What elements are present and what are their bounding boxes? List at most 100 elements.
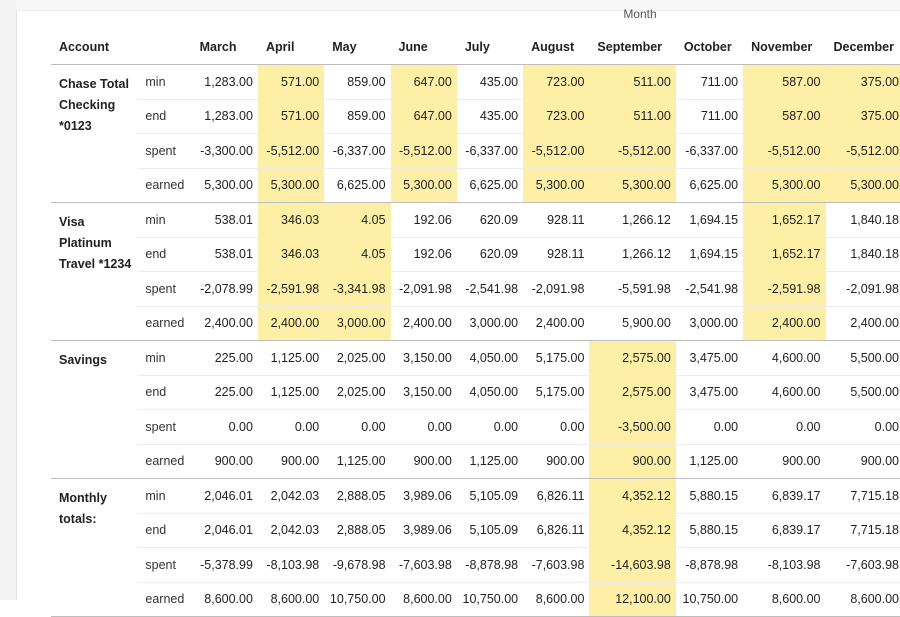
- metric-label-cell: spent: [137, 410, 191, 445]
- value-cell: 5,500.00: [826, 341, 900, 376]
- value-cell: 192.06: [391, 237, 457, 272]
- value-cell: 2,046.01: [192, 513, 258, 548]
- value-cell: 711.00: [676, 99, 743, 134]
- value-cell: 0.00: [826, 410, 900, 445]
- value-cell: 1,694.15: [676, 203, 743, 238]
- value-cell: -8,878.98: [676, 548, 743, 583]
- value-cell: -5,512.00: [523, 134, 589, 169]
- metric-label-cell: spent: [137, 134, 191, 169]
- value-cell: 0.00: [258, 410, 324, 445]
- value-cell: -5,512.00: [826, 134, 900, 169]
- value-cell: 3,000.00: [324, 306, 390, 341]
- month-column-header: November: [743, 29, 825, 65]
- value-cell: 4.05: [324, 203, 390, 238]
- value-cell: 1,125.00: [676, 444, 743, 479]
- value-cell: 1,840.18: [826, 203, 900, 238]
- value-cell: 2,400.00: [391, 306, 457, 341]
- metric-label-cell: earned: [137, 168, 191, 203]
- value-cell: -2,591.98: [743, 272, 825, 307]
- value-cell: -7,603.98: [523, 548, 589, 583]
- value-cell: -14,603.98: [589, 548, 675, 583]
- value-cell: 587.00: [743, 99, 825, 134]
- top-strip: [16, 0, 900, 11]
- value-cell: 5,300.00: [743, 168, 825, 203]
- value-cell: -7,603.98: [391, 548, 457, 583]
- value-cell: 3,989.06: [391, 513, 457, 548]
- value-cell: 346.03: [258, 237, 324, 272]
- table-header-row: Account March April May June July August…: [51, 29, 900, 65]
- value-cell: 538.01: [192, 203, 258, 238]
- value-cell: 928.11: [523, 237, 589, 272]
- metric-label-cell: min: [137, 203, 191, 238]
- value-cell: -8,103.98: [258, 548, 324, 583]
- metric-label-cell: min: [137, 65, 191, 100]
- value-cell: 711.00: [676, 65, 743, 100]
- value-cell: 8,600.00: [523, 582, 589, 617]
- value-cell: -2,091.98: [391, 272, 457, 307]
- value-cell: 1,652.17: [743, 237, 825, 272]
- value-cell: -3,500.00: [589, 410, 675, 445]
- value-cell: 6,839.17: [743, 513, 825, 548]
- value-cell: 6,839.17: [743, 479, 825, 514]
- value-cell: -3,341.98: [324, 272, 390, 307]
- value-cell: 7,715.18: [826, 513, 900, 548]
- value-cell: 5,880.15: [676, 513, 743, 548]
- value-cell: -8,878.98: [457, 548, 523, 583]
- value-cell: 2,046.01: [192, 479, 258, 514]
- value-cell: 1,266.12: [589, 203, 675, 238]
- value-cell: 3,475.00: [676, 375, 743, 410]
- value-cell: -5,378.99: [192, 548, 258, 583]
- value-cell: 4.05: [324, 237, 390, 272]
- value-cell: -9,678.98: [324, 548, 390, 583]
- month-column-header: July: [457, 29, 523, 65]
- metric-label-cell: earned: [137, 582, 191, 617]
- value-cell: 10,750.00: [324, 582, 390, 617]
- metric-label-cell: end: [137, 513, 191, 548]
- value-cell: 587.00: [743, 65, 825, 100]
- value-cell: 5,880.15: [676, 479, 743, 514]
- table-row: spent-3,300.00-5,512.00-6,337.00-5,512.0…: [51, 134, 900, 169]
- value-cell: -7,603.98: [826, 548, 900, 583]
- value-cell: 3,989.06: [391, 479, 457, 514]
- value-cell: 6,826.11: [523, 513, 589, 548]
- value-cell: 647.00: [391, 65, 457, 100]
- value-cell: -5,512.00: [743, 134, 825, 169]
- value-cell: 1,266.12: [589, 237, 675, 272]
- month-column-header: August: [523, 29, 589, 65]
- month-column-caption: Month: [600, 6, 680, 22]
- value-cell: 2,888.05: [324, 513, 390, 548]
- value-cell: -6,337.00: [457, 134, 523, 169]
- value-cell: 8,600.00: [391, 582, 457, 617]
- value-cell: 900.00: [391, 444, 457, 479]
- metric-label-cell: end: [137, 99, 191, 134]
- value-cell: 10,750.00: [676, 582, 743, 617]
- value-cell: -3,300.00: [192, 134, 258, 169]
- value-cell: -6,337.00: [676, 134, 743, 169]
- metric-column-header: [137, 29, 191, 65]
- value-cell: 2,025.00: [324, 341, 390, 376]
- value-cell: 511.00: [589, 65, 675, 100]
- value-cell: 375.00: [826, 65, 900, 100]
- value-cell: -2,541.98: [457, 272, 523, 307]
- metric-label-cell: min: [137, 479, 191, 514]
- value-cell: 571.00: [258, 65, 324, 100]
- value-cell: 4,050.00: [457, 375, 523, 410]
- value-cell: 5,300.00: [826, 168, 900, 203]
- value-cell: 1,283.00: [192, 65, 258, 100]
- value-cell: 1,125.00: [457, 444, 523, 479]
- value-cell: -8,103.98: [743, 548, 825, 583]
- value-cell: -6,337.00: [324, 134, 390, 169]
- value-cell: 723.00: [523, 99, 589, 134]
- value-cell: 723.00: [523, 65, 589, 100]
- value-cell: -5,512.00: [589, 134, 675, 169]
- account-name-cell: Savings: [51, 341, 137, 479]
- value-cell: 0.00: [743, 410, 825, 445]
